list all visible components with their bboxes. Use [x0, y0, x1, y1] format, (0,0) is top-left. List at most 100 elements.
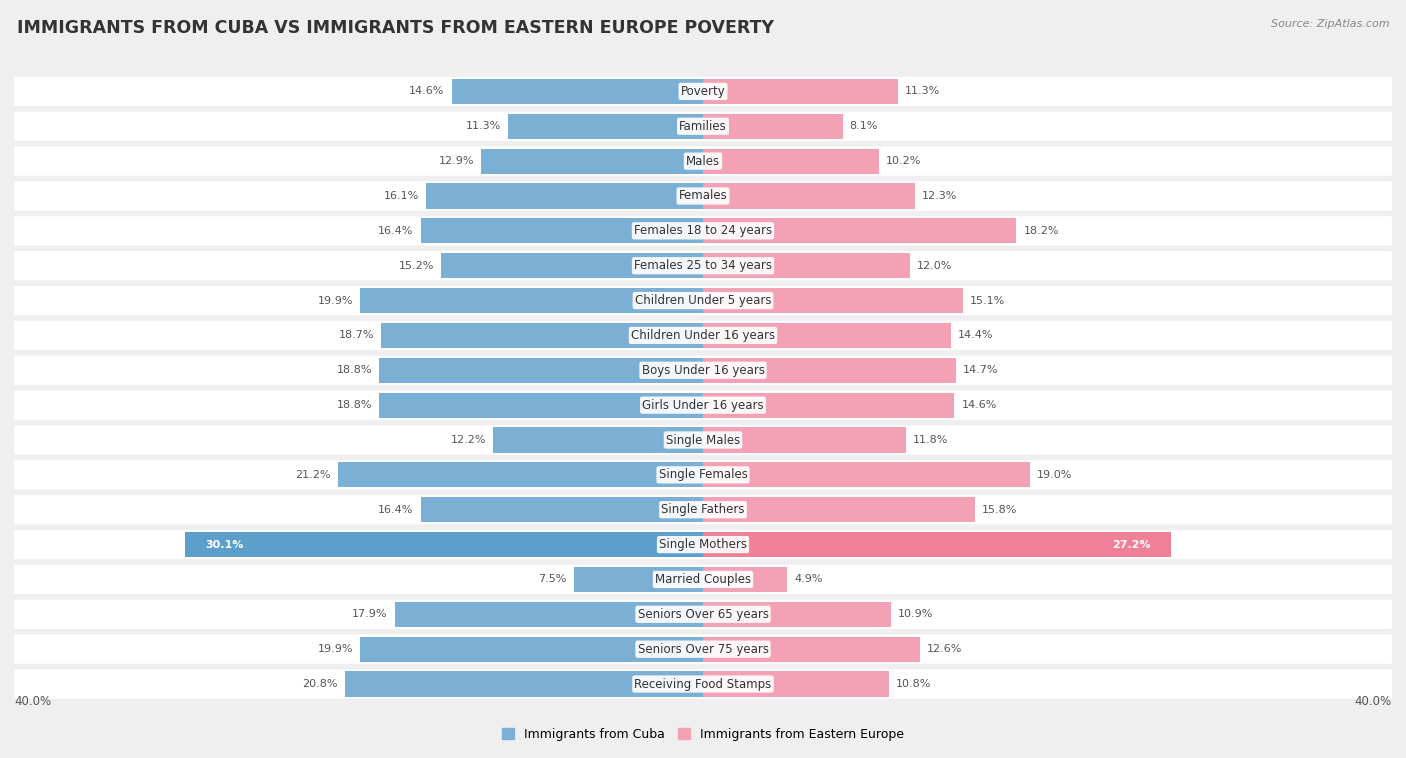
Text: 19.9%: 19.9% [318, 296, 353, 305]
FancyBboxPatch shape [14, 321, 1392, 350]
Text: Children Under 5 years: Children Under 5 years [634, 294, 772, 307]
Bar [703, 567, 787, 592]
Text: Boys Under 16 years: Boys Under 16 years [641, 364, 765, 377]
Text: 14.4%: 14.4% [957, 330, 994, 340]
Text: 18.8%: 18.8% [337, 400, 373, 410]
Bar [703, 79, 897, 104]
FancyBboxPatch shape [14, 530, 1392, 559]
Bar [344, 672, 703, 697]
Bar [703, 462, 1031, 487]
Text: 14.6%: 14.6% [962, 400, 997, 410]
Bar [703, 218, 1017, 243]
Text: 17.9%: 17.9% [353, 609, 388, 619]
Text: 12.9%: 12.9% [439, 156, 474, 166]
Text: Girls Under 16 years: Girls Under 16 years [643, 399, 763, 412]
Bar [481, 149, 703, 174]
FancyBboxPatch shape [14, 111, 1392, 141]
Text: Females 25 to 34 years: Females 25 to 34 years [634, 259, 772, 272]
Text: 30.1%: 30.1% [205, 540, 243, 550]
Bar [420, 218, 703, 243]
Text: 12.0%: 12.0% [917, 261, 952, 271]
Bar [184, 532, 703, 557]
Text: 10.8%: 10.8% [896, 679, 931, 689]
Text: Families: Families [679, 120, 727, 133]
Text: Females 18 to 24 years: Females 18 to 24 years [634, 224, 772, 237]
Text: 10.9%: 10.9% [897, 609, 934, 619]
FancyBboxPatch shape [14, 216, 1392, 246]
Bar [337, 462, 703, 487]
Text: 12.2%: 12.2% [450, 435, 486, 445]
Text: 15.8%: 15.8% [981, 505, 1018, 515]
Bar [451, 79, 703, 104]
Text: 8.1%: 8.1% [849, 121, 877, 131]
FancyBboxPatch shape [14, 251, 1392, 280]
Bar [703, 637, 920, 662]
Text: 10.2%: 10.2% [886, 156, 921, 166]
Text: 12.3%: 12.3% [922, 191, 957, 201]
Text: 14.7%: 14.7% [963, 365, 998, 375]
Bar [380, 358, 703, 383]
Text: 11.3%: 11.3% [467, 121, 502, 131]
FancyBboxPatch shape [14, 634, 1392, 664]
Legend: Immigrants from Cuba, Immigrants from Eastern Europe: Immigrants from Cuba, Immigrants from Ea… [496, 722, 910, 746]
Text: 11.3%: 11.3% [904, 86, 939, 96]
Text: 40.0%: 40.0% [1355, 695, 1392, 708]
FancyBboxPatch shape [14, 425, 1392, 455]
Bar [703, 393, 955, 418]
Text: 19.0%: 19.0% [1038, 470, 1073, 480]
Bar [420, 497, 703, 522]
FancyBboxPatch shape [14, 286, 1392, 315]
Bar [703, 672, 889, 697]
FancyBboxPatch shape [14, 669, 1392, 699]
Text: 18.7%: 18.7% [339, 330, 374, 340]
Bar [360, 637, 703, 662]
Text: 15.1%: 15.1% [970, 296, 1005, 305]
Text: Single Males: Single Males [666, 434, 740, 446]
FancyBboxPatch shape [14, 146, 1392, 176]
Text: 18.2%: 18.2% [1024, 226, 1059, 236]
Text: 16.1%: 16.1% [384, 191, 419, 201]
Text: Males: Males [686, 155, 720, 168]
Text: 27.2%: 27.2% [1112, 540, 1152, 550]
Bar [703, 358, 956, 383]
Bar [380, 393, 703, 418]
Bar [703, 149, 879, 174]
Bar [703, 428, 907, 453]
Text: 4.9%: 4.9% [794, 575, 823, 584]
Text: Single Females: Single Females [658, 468, 748, 481]
Text: 18.8%: 18.8% [337, 365, 373, 375]
Text: Single Fathers: Single Fathers [661, 503, 745, 516]
Bar [703, 253, 910, 278]
Bar [395, 602, 703, 627]
Text: 15.2%: 15.2% [399, 261, 434, 271]
Bar [360, 288, 703, 313]
Text: Poverty: Poverty [681, 85, 725, 98]
Text: 12.6%: 12.6% [927, 644, 962, 654]
Text: 7.5%: 7.5% [538, 575, 567, 584]
Bar [703, 602, 891, 627]
FancyBboxPatch shape [14, 495, 1392, 525]
Bar [381, 323, 703, 348]
Bar [703, 323, 950, 348]
FancyBboxPatch shape [14, 390, 1392, 420]
FancyBboxPatch shape [14, 600, 1392, 629]
Text: 21.2%: 21.2% [295, 470, 330, 480]
Text: 16.4%: 16.4% [378, 505, 413, 515]
Bar [574, 567, 703, 592]
Bar [703, 114, 842, 139]
FancyBboxPatch shape [14, 356, 1392, 385]
Bar [703, 497, 976, 522]
Text: 11.8%: 11.8% [912, 435, 949, 445]
Text: Source: ZipAtlas.com: Source: ZipAtlas.com [1271, 19, 1389, 29]
Bar [509, 114, 703, 139]
Bar [494, 428, 703, 453]
Text: Females: Females [679, 190, 727, 202]
Bar [703, 532, 1171, 557]
Text: 14.6%: 14.6% [409, 86, 444, 96]
Bar [441, 253, 703, 278]
Text: Receiving Food Stamps: Receiving Food Stamps [634, 678, 772, 691]
Text: Children Under 16 years: Children Under 16 years [631, 329, 775, 342]
Bar [703, 183, 915, 208]
Text: Seniors Over 65 years: Seniors Over 65 years [637, 608, 769, 621]
FancyBboxPatch shape [14, 460, 1392, 490]
